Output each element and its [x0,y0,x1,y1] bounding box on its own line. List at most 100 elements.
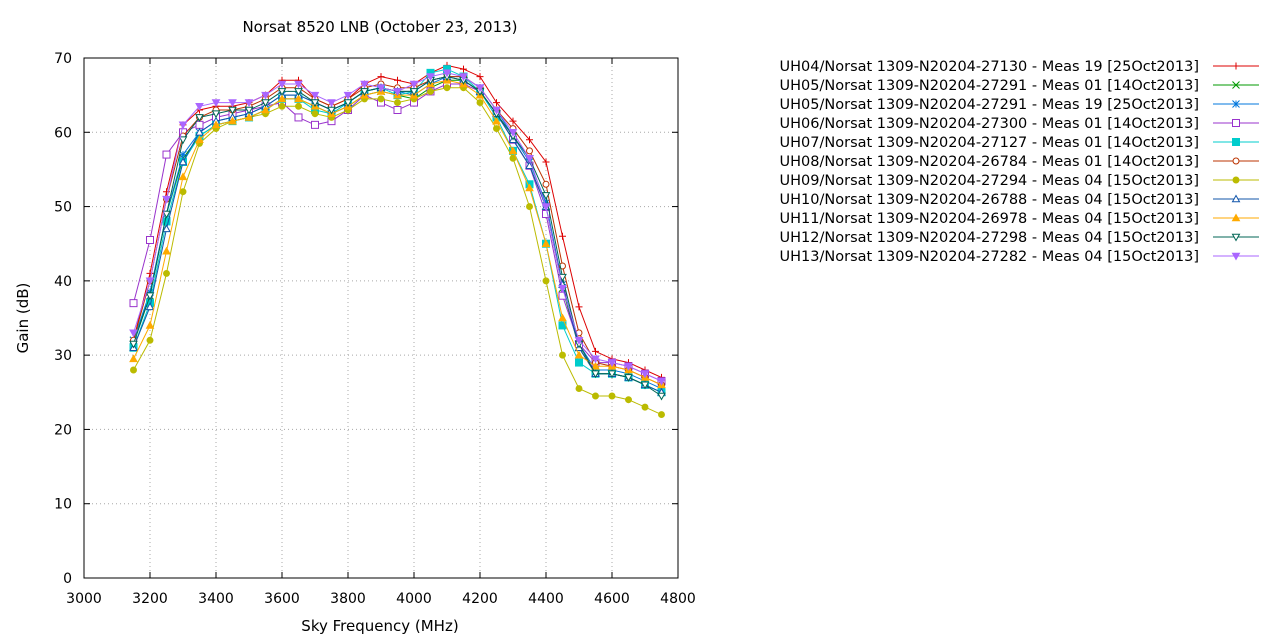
data-point [376,84,386,93]
x-tick-label: 4400 [528,591,564,607]
data-point [493,125,500,133]
data-point [228,99,237,108]
data-point [575,385,583,393]
data-point [525,161,534,170]
data-point [295,102,302,110]
data-point [146,288,154,296]
data-point [195,102,204,111]
y-tick-label: 60 [54,125,72,141]
data-point [558,313,567,322]
y-tick-label: 30 [54,348,72,364]
data-point [492,116,501,125]
data-point [394,76,401,84]
data-point [559,351,566,359]
data-point [542,277,550,285]
data-point [377,73,385,81]
data-point [327,106,336,115]
legend-label: UH10/Norsat 1309-N20204-26788 - Meas 04 … [780,192,1199,208]
data-point [327,99,336,108]
data-point [244,112,254,121]
x-tick-label: 4600 [594,591,630,607]
x-tick-label: 3400 [198,591,234,607]
data-point [1231,194,1241,203]
data-point [294,113,303,122]
data-point [426,73,435,82]
data-point [311,120,319,129]
data-point [641,403,649,411]
data-point [575,358,583,367]
data-point [459,73,468,82]
data-point [162,246,171,255]
data-point [294,80,303,89]
data-point [574,350,584,359]
legend-label: UH08/Norsat 1309-N20204-26784 - Meas 01 … [780,154,1199,170]
legend-item: UH10/Norsat 1309-N20204-26788 - Meas 04 … [780,192,1259,208]
data-point [178,136,188,145]
data-point [179,150,187,159]
data-point [460,65,467,73]
data-point [608,392,616,400]
data-point [195,114,204,122]
data-point [277,88,287,96]
series-6 [130,73,665,389]
data-point [146,236,154,244]
y-tick-label: 20 [54,422,72,438]
data-point [162,224,171,233]
data-point [244,106,254,115]
legend-label: UH11/Norsat 1309-N20204-26978 - Meas 04 … [780,211,1199,227]
data-point [542,158,550,166]
data-point [592,347,599,355]
data-point [476,99,484,107]
data-point [607,359,617,368]
data-point [657,392,666,401]
data-point [657,377,666,386]
data-point [508,128,518,137]
data-point [640,370,650,379]
data-point [360,80,369,89]
data-point [145,277,155,286]
x-tick-label: 3600 [264,591,300,607]
data-point [294,94,303,103]
data-point [1232,100,1240,108]
data-point [343,99,353,108]
plot-frame [83,57,679,579]
data-point [294,88,303,96]
legend-label: UH09/Norsat 1309-N20204-27294 - Meas 04 … [780,173,1199,189]
data-point [211,99,221,108]
axes: 3000 3200 3400 3600 3800 4000 4200 4400 4600 4800… [54,51,696,607]
data-point [475,84,485,93]
data-point [394,99,401,107]
legend-label: UH05/Norsat 1309-N20204-27291 - Meas 19 … [780,97,1199,113]
data-point [409,88,419,96]
data-point [228,116,237,125]
data-point [261,99,270,108]
legend-item: UH09/Norsat 1309-N20204-27294 - Meas 04 … [780,173,1259,189]
legend-item: UH08/Norsat 1309-N20204-26784 - Meas 01 … [780,154,1259,170]
data-point [393,106,402,114]
legend-label: UH07/Norsat 1309-N20204-27127 - Meas 01 … [780,135,1199,151]
series-11 [129,69,666,386]
legend-item: UH04/Norsat 1309-N20204-27130 - Meas 19 … [780,59,1259,75]
data-point [146,336,154,344]
data-point [178,172,188,181]
data-point [508,146,518,155]
data-point [244,99,254,108]
series-9 [129,75,666,389]
legend-label: UH04/Norsat 1309-N20204-27130 - Meas 19 … [780,59,1199,75]
data-point [476,73,484,81]
legend-label: UH13/Norsat 1309-N20204-27282 - Meas 04 … [780,249,1199,265]
data-point [146,269,154,277]
data-point [278,102,286,110]
data-point [493,99,500,107]
legend-item: UH13/Norsat 1309-N20204-27282 - Meas 04 … [780,249,1259,265]
data-point [145,302,155,311]
y-tick-label: 10 [54,497,72,513]
data-point [129,329,138,338]
y-tick-label: 0 [63,571,72,587]
x-tick-label: 3000 [66,591,102,607]
legend-item: UH11/Norsat 1309-N20204-26978 - Meas 04 … [780,211,1259,227]
data-point [1232,157,1240,165]
data-point [178,157,188,166]
x-tick-label: 3800 [330,591,366,607]
